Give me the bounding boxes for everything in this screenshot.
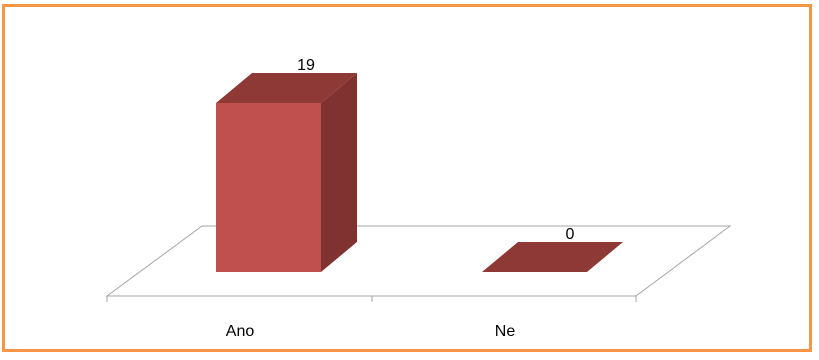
bar-top-ne (482, 242, 623, 272)
bar-top-ano (216, 73, 357, 103)
data-label-ne: 0 (566, 226, 575, 243)
category-label-ano: Ano (226, 323, 255, 340)
chart-floor (105, 225, 732, 297)
data-label-ano: 19 (297, 57, 315, 74)
bar-front-ano (216, 103, 321, 272)
category-label-ne: Ne (495, 323, 516, 340)
bar-side-ano (321, 73, 357, 272)
